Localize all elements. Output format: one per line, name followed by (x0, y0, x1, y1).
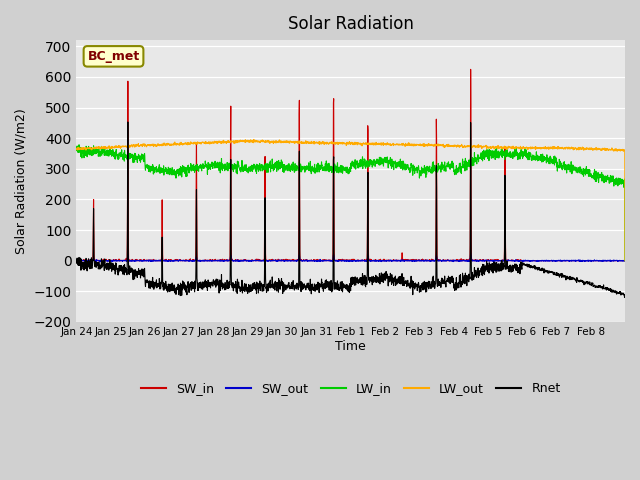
Text: BC_met: BC_met (88, 50, 140, 63)
Y-axis label: Solar Radiation (W/m2): Solar Radiation (W/m2) (15, 108, 28, 254)
X-axis label: Time: Time (335, 340, 366, 353)
Legend: SW_in, SW_out, LW_in, LW_out, Rnet: SW_in, SW_out, LW_in, LW_out, Rnet (136, 377, 566, 400)
Title: Solar Radiation: Solar Radiation (288, 15, 413, 33)
